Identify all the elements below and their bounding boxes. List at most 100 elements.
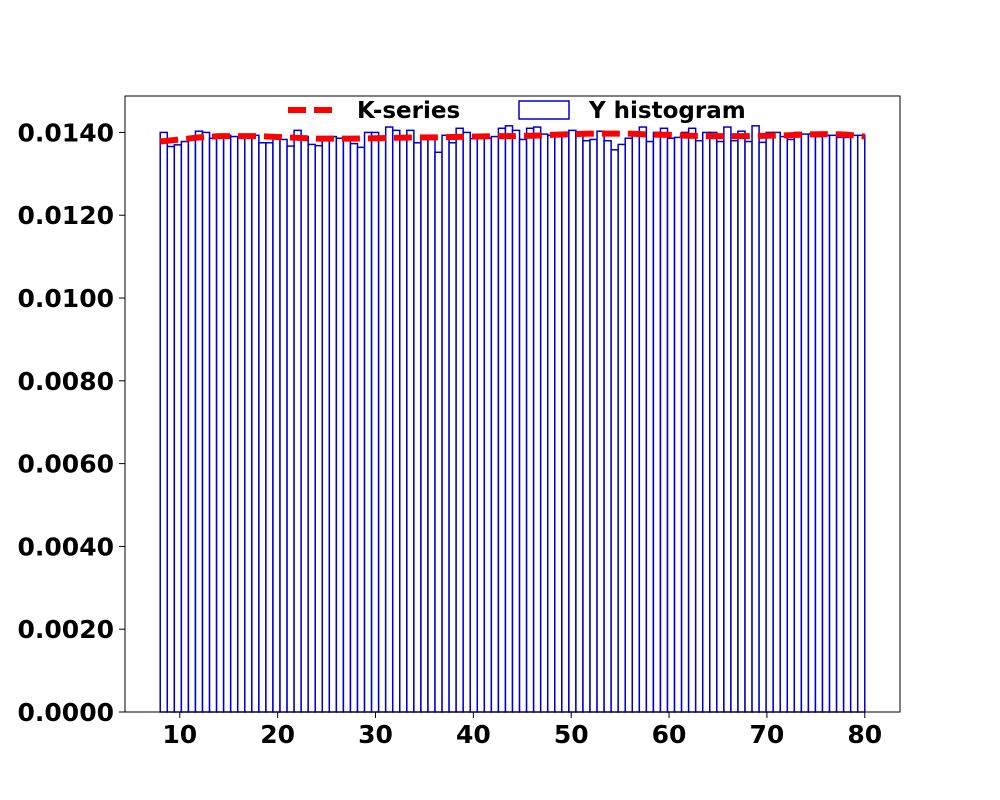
histogram-bar [828, 134, 838, 713]
histogram-bar [342, 138, 352, 713]
histogram-bars [159, 125, 866, 713]
histogram-bar [856, 134, 866, 713]
legend-swatch-y-histogram [518, 100, 570, 120]
histogram-bar [716, 140, 725, 713]
histogram-bar [420, 136, 429, 713]
histogram-bar [455, 127, 464, 713]
x-tick-label: 50 [554, 720, 589, 749]
k-series-line-group [159, 130, 866, 145]
histogram-bar [363, 131, 373, 713]
legend-label-y-histogram: Y histogram [588, 98, 746, 124]
histogram-bar [568, 129, 577, 713]
y-tick-label: 0.0040 [18, 532, 114, 561]
histogram-bar [546, 134, 556, 713]
histogram-bar [518, 138, 528, 713]
histogram-bar [286, 145, 295, 713]
histogram-bar [448, 142, 457, 713]
x-tick-label: 40 [456, 720, 491, 749]
legend-label-k-series: K-series [357, 98, 460, 124]
histogram-bar [476, 136, 486, 713]
histogram-bar [166, 145, 176, 713]
histogram-bar [617, 143, 626, 713]
histogram-bar [603, 139, 612, 713]
histogram-bar [793, 131, 803, 713]
histogram-bar [462, 131, 471, 713]
histogram-bar [532, 126, 542, 713]
histogram-bar [582, 139, 591, 713]
histogram-bar [328, 135, 338, 713]
histogram-bar [187, 136, 197, 713]
y-tick-label: 0.0080 [18, 367, 114, 396]
histogram-bar [180, 140, 190, 713]
y-tick-label: 0.0060 [18, 450, 114, 479]
histogram-bar [765, 131, 774, 713]
histogram-bar [779, 135, 789, 713]
y-axis-ticks: 0.0000 0.0020 0.0040 0.0060 0.0080 0.0100 0.01… [18, 118, 125, 727]
histogram-bar [504, 125, 514, 713]
histogram-bar [215, 134, 225, 713]
y-tick-label: 0.0140 [18, 118, 114, 147]
histogram-bar [814, 135, 824, 713]
plot-area-frame [124, 95, 901, 713]
histogram-bar [835, 136, 845, 713]
histogram-bar [659, 127, 669, 713]
histogram-bar [307, 143, 316, 713]
histogram-bar [272, 137, 281, 713]
histogram-bar [356, 146, 366, 713]
histogram-bar [539, 133, 549, 713]
histogram-bar [349, 142, 359, 713]
histogram-bar [201, 131, 211, 713]
x-tick-label: 60 [652, 720, 687, 749]
histogram-bar [652, 131, 662, 713]
histogram-bar [687, 127, 697, 713]
histogram-bar [589, 138, 598, 713]
x-tick-label: 20 [260, 720, 295, 749]
histogram-bar [413, 142, 422, 713]
histogram-bar [244, 134, 253, 713]
x-tick-label: 30 [358, 720, 393, 749]
histogram-bar [497, 127, 507, 713]
histogram-bar [701, 131, 711, 713]
histogram-bar [427, 137, 436, 713]
y-tick-label: 0.0000 [18, 698, 114, 727]
histogram-bar [391, 129, 401, 713]
histogram-bar [384, 126, 394, 713]
histogram-bar [624, 137, 634, 713]
histogram-bar [258, 142, 267, 713]
histogram-bar [744, 140, 753, 713]
histogram-bar [321, 137, 331, 713]
histogram-bar [730, 139, 739, 713]
histogram-bar [279, 138, 288, 713]
histogram-bar [554, 134, 563, 713]
histogram-bar [251, 134, 260, 713]
histogram-bar [194, 130, 204, 713]
histogram-bar [490, 135, 500, 713]
histogram-bar [265, 142, 274, 713]
histogram-bar [300, 135, 309, 713]
histogram-bar [673, 136, 683, 713]
histogram-bar [758, 141, 767, 713]
histogram-bar [222, 134, 232, 713]
histogram-bar [173, 144, 183, 713]
histogram-bar [680, 131, 690, 713]
histogram-bar [370, 131, 380, 713]
histogram-bar [335, 137, 345, 713]
histogram-bar [800, 133, 810, 713]
histogram-bar [786, 138, 796, 713]
histogram-bar [314, 144, 324, 713]
histogram-bar [229, 135, 239, 713]
histogram-bar [666, 137, 676, 713]
y-tick-label: 0.0120 [18, 201, 114, 230]
histogram-bar [807, 133, 817, 713]
histogram-bar [434, 151, 443, 713]
x-tick-label: 70 [750, 720, 785, 749]
x-tick-label: 10 [162, 720, 197, 749]
histogram-bar [469, 137, 479, 713]
histogram-bar [751, 125, 760, 713]
histogram-bar [723, 126, 732, 713]
y-tick-label: 0.0100 [18, 284, 114, 313]
histogram-bar [638, 126, 648, 713]
histogram-bar [737, 130, 746, 713]
histogram-bar [694, 139, 704, 713]
histogram-bar [596, 130, 605, 713]
